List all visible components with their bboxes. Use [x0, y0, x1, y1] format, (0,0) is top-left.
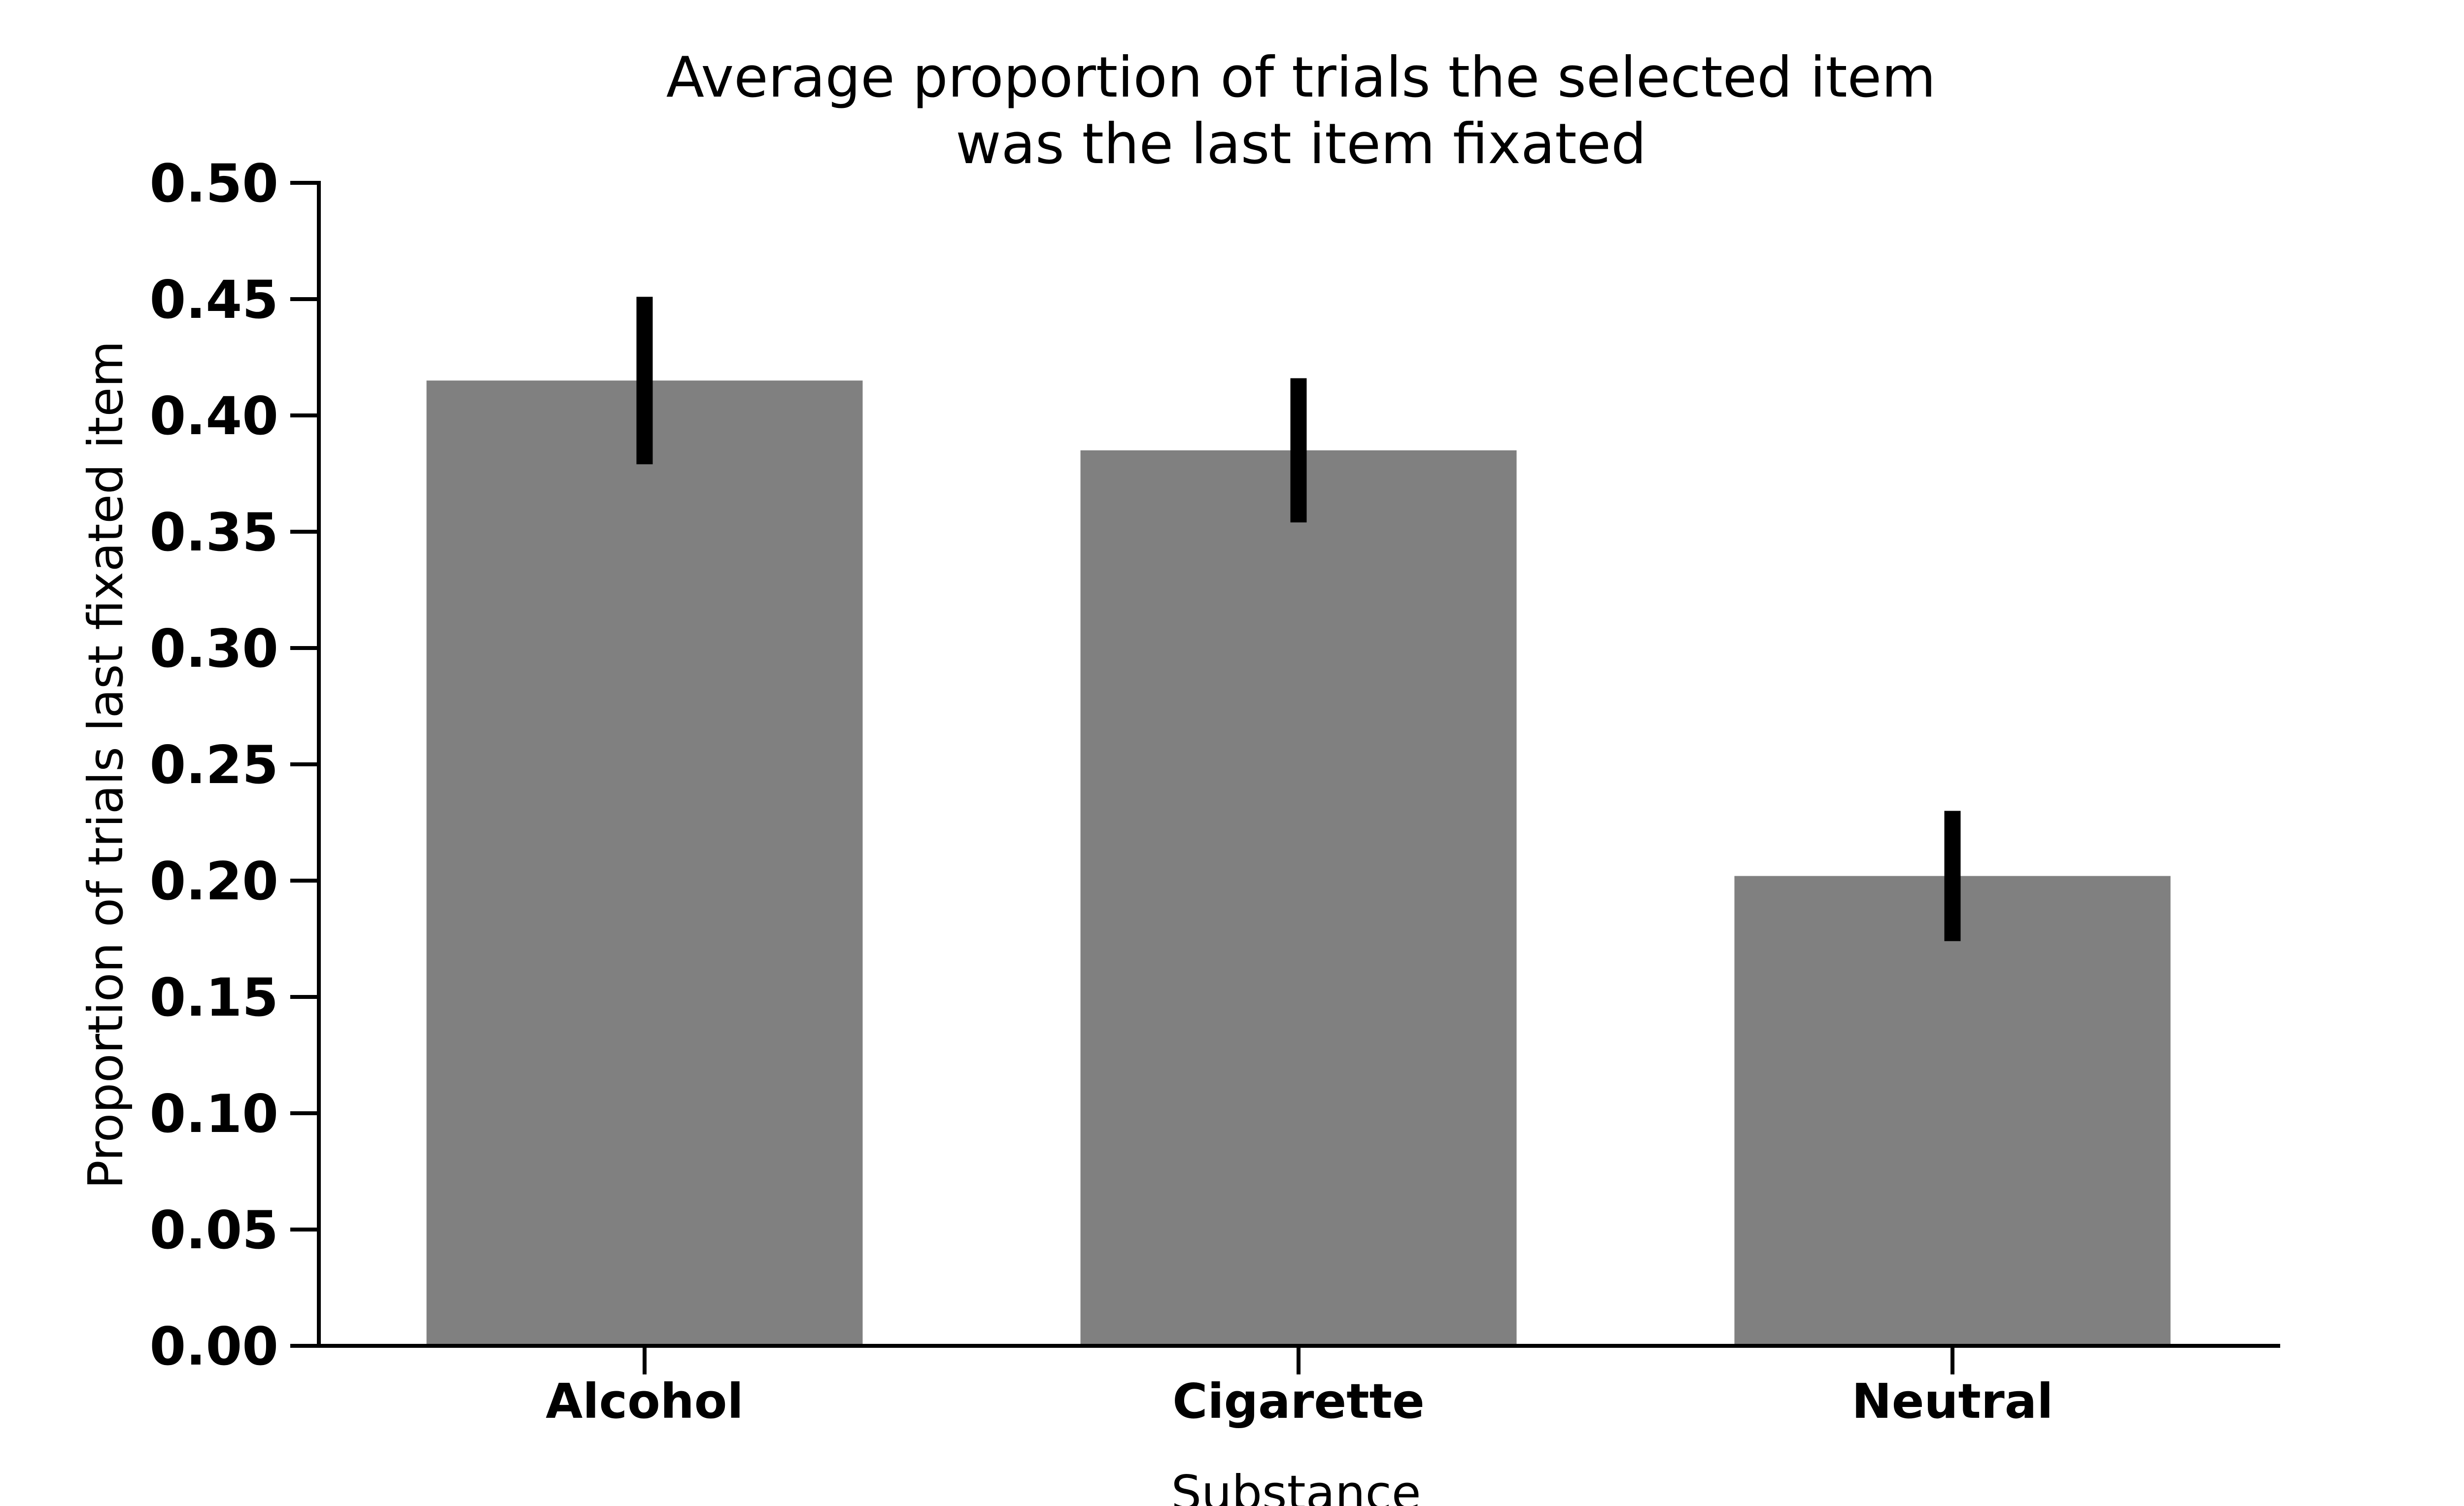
y-tick-label: 0.15 — [149, 967, 278, 1028]
x-axis-label: Substance — [1171, 1465, 1421, 1506]
error-bar-neutral — [1944, 811, 1961, 941]
error-bar-alcohol — [636, 297, 653, 465]
x-tick-label-neutral: Neutral — [1852, 1373, 2053, 1429]
y-tick-label: 0.30 — [149, 618, 278, 679]
y-tick-label: 0.10 — [149, 1084, 278, 1144]
y-tick-label: 0.05 — [149, 1200, 278, 1261]
y-axis-label: Proportion of trials last fixated item — [78, 341, 134, 1189]
x-tick-label-alcohol: Alcohol — [546, 1373, 743, 1429]
x-tick-label-cigarette: Cigarette — [1172, 1373, 1424, 1429]
error-bars-layer — [636, 297, 1961, 941]
bar-cigarette — [1080, 450, 1517, 1346]
bar-neutral — [1734, 876, 2171, 1346]
y-tick-label: 0.45 — [149, 270, 278, 330]
chart-title-line-2: was the last item fixated — [956, 111, 1646, 176]
y-tick-label: 0.00 — [149, 1316, 278, 1377]
y-tick-label: 0.35 — [149, 502, 278, 563]
y-tick-label: 0.20 — [149, 851, 278, 912]
y-tick-label: 0.25 — [149, 735, 278, 795]
y-tick-label: 0.50 — [149, 153, 278, 214]
bar-alcohol — [426, 380, 863, 1346]
x-axis: Alcohol Cigarette Neutral — [317, 1344, 2280, 1429]
y-tick-label: 0.40 — [149, 386, 278, 446]
error-bar-cigarette — [1290, 378, 1307, 523]
y-axis: 0.00 0.05 0.10 0.15 0.20 0.25 0.30 0.35 0.40 0.45… — [149, 153, 321, 1377]
chart-title-line-1: Average proportion of trials the selecte… — [666, 45, 1936, 110]
bars-layer — [426, 380, 2171, 1346]
chart-title: Average proportion of trials the selecte… — [666, 45, 1936, 176]
